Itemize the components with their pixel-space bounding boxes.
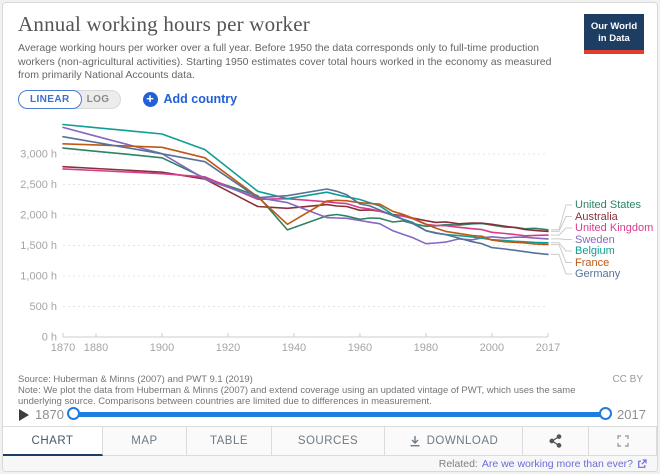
share-button[interactable] bbox=[523, 427, 589, 456]
y-axis-label: 0 h bbox=[42, 332, 57, 344]
x-axis-label: 1980 bbox=[414, 342, 438, 354]
x-axis-label: 1940 bbox=[282, 342, 306, 354]
y-axis-label: 3,000 h bbox=[20, 149, 57, 161]
tab-chart-label: CHART bbox=[31, 434, 74, 447]
tab-table-label: TABLE bbox=[209, 435, 249, 447]
x-axis-label: 1960 bbox=[348, 342, 372, 354]
x-axis-label: 1880 bbox=[84, 342, 108, 354]
timeline-control: 1870 2017 bbox=[3, 403, 657, 427]
x-axis-label: 1870 bbox=[51, 342, 75, 354]
x-axis-label: 2017 bbox=[536, 342, 560, 354]
tab-table[interactable]: TABLE bbox=[187, 427, 272, 456]
x-axis-label: 1920 bbox=[216, 342, 240, 354]
fullscreen-icon bbox=[616, 435, 629, 447]
scale-toggle: LINEAR LOG bbox=[18, 89, 121, 109]
y-axis-label: 2,000 h bbox=[20, 210, 57, 222]
owid-logo[interactable]: Our World in Data bbox=[584, 14, 644, 54]
y-axis-label: 1,500 h bbox=[20, 240, 57, 252]
legend-connector bbox=[551, 253, 572, 275]
legend-connector bbox=[551, 238, 572, 240]
page-title: Annual working hours per worker bbox=[18, 12, 310, 36]
legend-label-united-states[interactable]: United States bbox=[575, 199, 642, 211]
timeline-start-handle[interactable] bbox=[67, 407, 80, 420]
series-line-germany[interactable] bbox=[62, 135, 549, 256]
x-axis-label: 2000 bbox=[480, 342, 504, 354]
fullscreen-button[interactable] bbox=[589, 427, 657, 456]
chart-subtitle: Average working hours per worker over a … bbox=[18, 42, 552, 82]
log-scale-button[interactable]: LOG bbox=[69, 89, 121, 109]
legend-label-sweden[interactable]: Sweden bbox=[575, 233, 615, 246]
legend-label-united-kingdom[interactable]: United Kingdom bbox=[575, 222, 654, 234]
y-axis-label: 500 h bbox=[29, 301, 57, 313]
chart-controls: LINEAR LOG + Add country bbox=[18, 89, 237, 109]
tab-download[interactable]: DOWNLOAD bbox=[385, 427, 523, 456]
external-link-icon bbox=[638, 458, 647, 468]
related-row: Related: Are we working more than ever? bbox=[3, 456, 657, 471]
share-icon bbox=[549, 434, 562, 448]
series-line-france[interactable] bbox=[62, 142, 549, 246]
legend-label-france[interactable]: France bbox=[575, 256, 610, 269]
tab-download-label: DOWNLOAD bbox=[426, 435, 499, 447]
line-chart: 0 h 500 h 1,000 h 1,500 h 2,000 h 2,500 h 3,00… bbox=[20, 123, 572, 354]
add-country-label: Add country bbox=[163, 92, 238, 106]
owid-logo-line2: in Data bbox=[598, 33, 630, 45]
series-line-sweden[interactable] bbox=[62, 126, 549, 245]
series-line-australia[interactable] bbox=[62, 165, 549, 233]
note-text: Note: We plot the data from Huberman & M… bbox=[18, 385, 576, 408]
tab-chart[interactable]: CHART bbox=[3, 427, 103, 456]
play-button[interactable] bbox=[19, 409, 29, 421]
legend-label-germany[interactable]: Germany bbox=[575, 268, 621, 280]
legend-connector bbox=[551, 216, 572, 232]
legend-label-australia[interactable]: Australia bbox=[575, 210, 618, 223]
source-text: Source: Huberman & Minns (2007) and PWT … bbox=[18, 374, 253, 385]
x-axis-label: 1900 bbox=[150, 342, 174, 354]
y-axis-label: 2,500 h bbox=[20, 179, 57, 191]
related-link[interactable]: Are we working more than ever? bbox=[481, 457, 633, 470]
tab-map[interactable]: MAP bbox=[103, 427, 187, 456]
tab-sources[interactable]: SOURCES bbox=[272, 427, 385, 456]
timeline-end-year: 2017 bbox=[617, 407, 646, 422]
download-icon bbox=[410, 436, 420, 447]
plus-icon: + bbox=[142, 91, 158, 107]
legend-connector bbox=[551, 204, 572, 231]
add-country-button[interactable]: + Add country bbox=[142, 91, 238, 107]
series-line-united-states[interactable] bbox=[62, 147, 549, 231]
legend-connector bbox=[551, 242, 572, 252]
timeline-start-year: 1870 bbox=[35, 407, 64, 422]
timeline-end-handle[interactable] bbox=[599, 407, 612, 420]
legend-connector bbox=[551, 227, 572, 236]
related-prefix: Related: bbox=[438, 457, 478, 470]
y-axis-label: 1,000 h bbox=[20, 271, 57, 283]
legend-label-belgium[interactable]: Belgium bbox=[575, 245, 615, 257]
tab-sources-label: SOURCES bbox=[297, 435, 359, 447]
series-line-united-kingdom[interactable] bbox=[62, 168, 549, 237]
series-line-belgium[interactable] bbox=[62, 123, 549, 244]
owid-logo-line1: Our World bbox=[590, 21, 638, 32]
tab-bar: CHART MAP TABLE SOURCES DOWNLOAD bbox=[3, 426, 657, 456]
timeline-slider-track[interactable] bbox=[73, 412, 605, 417]
legend-connector bbox=[551, 244, 572, 263]
tab-map-label: MAP bbox=[131, 435, 158, 447]
license-link[interactable]: CC BY bbox=[612, 374, 643, 385]
linear-scale-button[interactable]: LINEAR bbox=[18, 89, 82, 109]
